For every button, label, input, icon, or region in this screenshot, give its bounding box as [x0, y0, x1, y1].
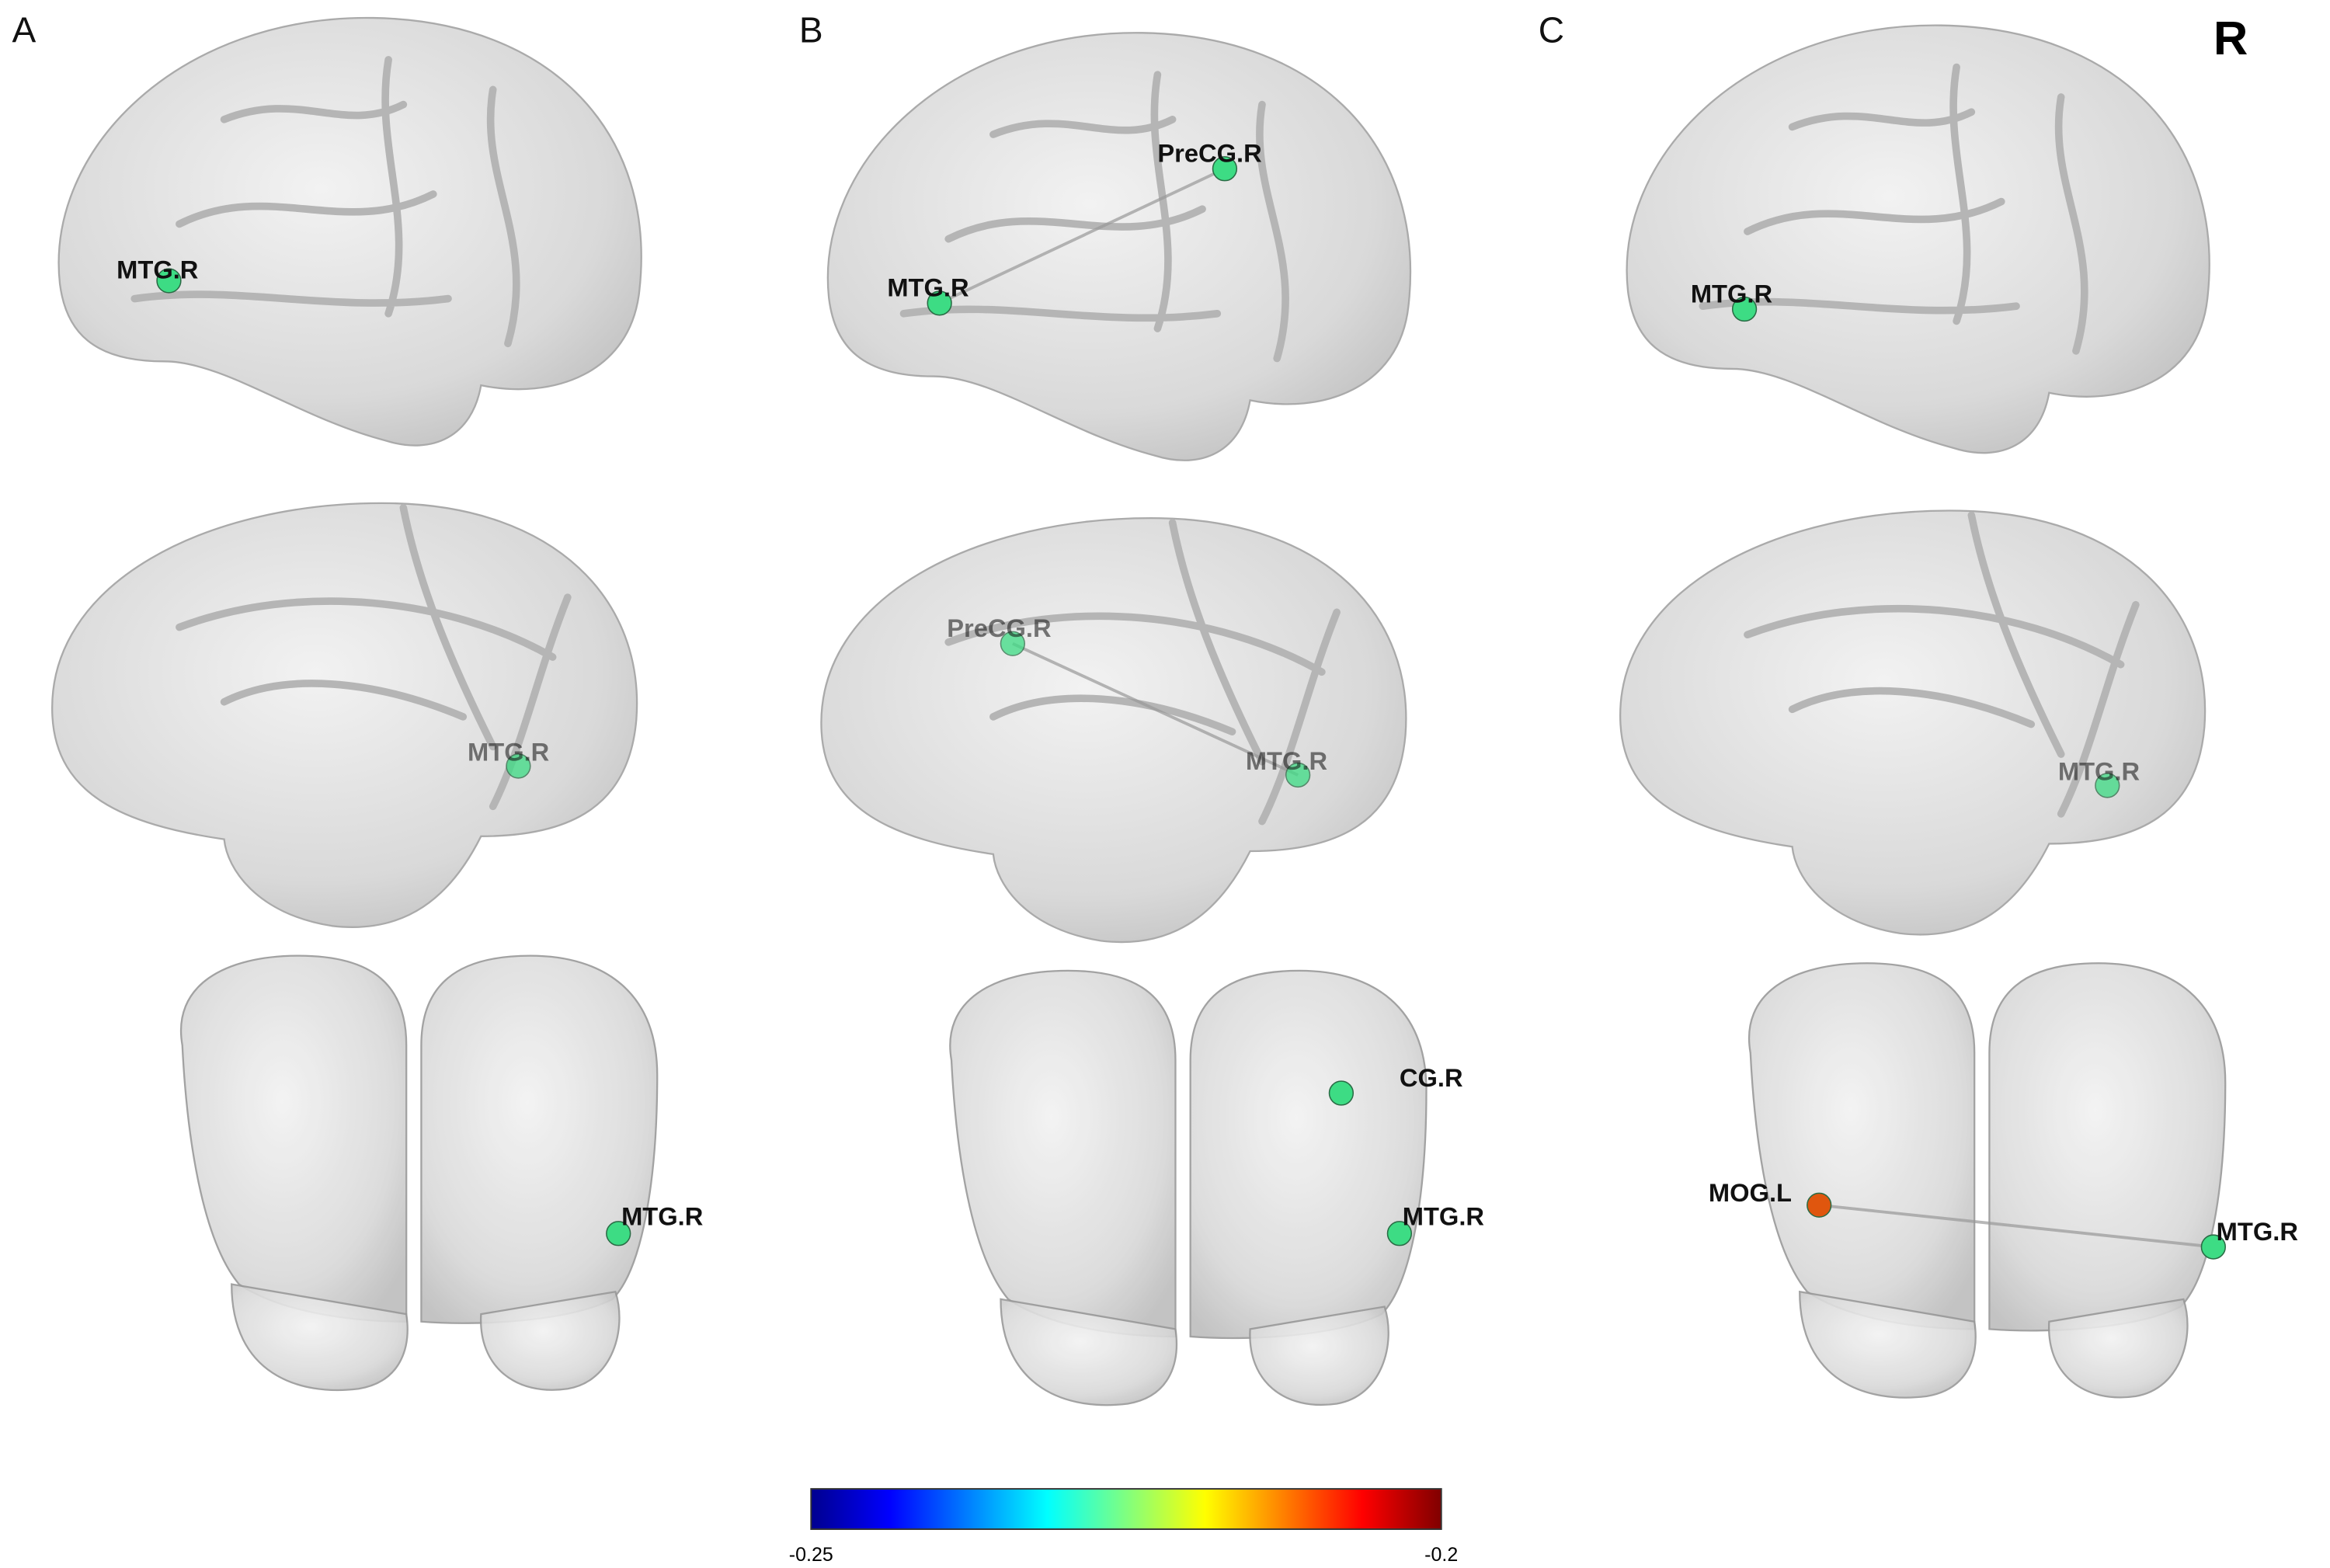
node: [506, 753, 531, 779]
connection: [938, 167, 1226, 305]
node-label: PreCG.R: [947, 614, 1051, 642]
medial-brain: [51, 502, 638, 928]
node: [1386, 1221, 1413, 1246]
posterior-brain: [1249, 1306, 1389, 1406]
medial-brain: [820, 517, 1407, 944]
node: [1807, 1192, 1832, 1218]
node-label: MTG.R: [2058, 757, 2140, 786]
node-label: MTG.R: [1691, 279, 1772, 308]
posterior-brain: [2048, 1298, 2189, 1399]
lateral-brain: [826, 32, 1412, 461]
node: [1285, 762, 1311, 788]
medial-folds: [176, 503, 572, 811]
node-label: MTG.R: [2217, 1217, 2298, 1246]
brain-views: [1619, 24, 2227, 1399]
brain-views: [51, 16, 659, 1392]
colorbar-min: -0.25: [789, 1544, 833, 1566]
node: [1328, 1080, 1355, 1106]
posterior-brain: [180, 954, 408, 1323]
posterior-brain: [1988, 962, 2227, 1332]
colorbar-max: -0.2: [1424, 1544, 1458, 1566]
posterior-brain: [480, 1290, 621, 1391]
node-label: PreCG.R: [1157, 139, 1261, 168]
medial-folds: [944, 519, 1341, 826]
node: [1731, 296, 1758, 322]
connection: [1819, 1203, 2214, 1249]
node-label: MTG.R: [468, 738, 549, 767]
posterior-brain: [1799, 1290, 1977, 1399]
node: [156, 268, 182, 294]
node-label: MTG.R: [116, 256, 198, 284]
panel-letter: B: [799, 9, 823, 50]
node: [2200, 1234, 2226, 1260]
node-label: MTG.R: [621, 1202, 703, 1231]
medial-brain: [1619, 509, 2207, 936]
colorbar: [810, 1488, 1442, 1530]
medial-folds: [1744, 511, 2140, 818]
lateral-folds: [1699, 63, 2088, 355]
posterior-brain: [949, 969, 1177, 1338]
panel-letter: A: [12, 9, 37, 50]
node-label: MOG.L: [1709, 1178, 1792, 1207]
lateral-folds: [130, 56, 520, 348]
lateral-folds: [899, 71, 1289, 363]
node-label: MTG.R: [887, 273, 969, 302]
node: [606, 1221, 631, 1246]
panel-letter: C: [1539, 9, 1564, 50]
brain-views: [820, 32, 1428, 1406]
node: [1212, 156, 1238, 182]
posterior-brain: [1189, 969, 1428, 1340]
node: [1000, 631, 1026, 656]
side-label: R: [2214, 12, 2248, 65]
node: [2095, 773, 2120, 798]
node: [927, 290, 952, 316]
node-label: MTG.R: [1246, 746, 1327, 775]
posterior-brain: [231, 1283, 409, 1392]
posterior-brain: [420, 954, 659, 1324]
lateral-brain: [1626, 24, 2210, 454]
node-label: MTG.R: [1403, 1202, 1484, 1231]
node-label: CG.R: [1400, 1063, 1463, 1092]
lateral-brain: [57, 16, 642, 447]
posterior-brain: [1748, 962, 1976, 1330]
connection: [1012, 642, 1299, 777]
posterior-brain: [1000, 1298, 1178, 1406]
